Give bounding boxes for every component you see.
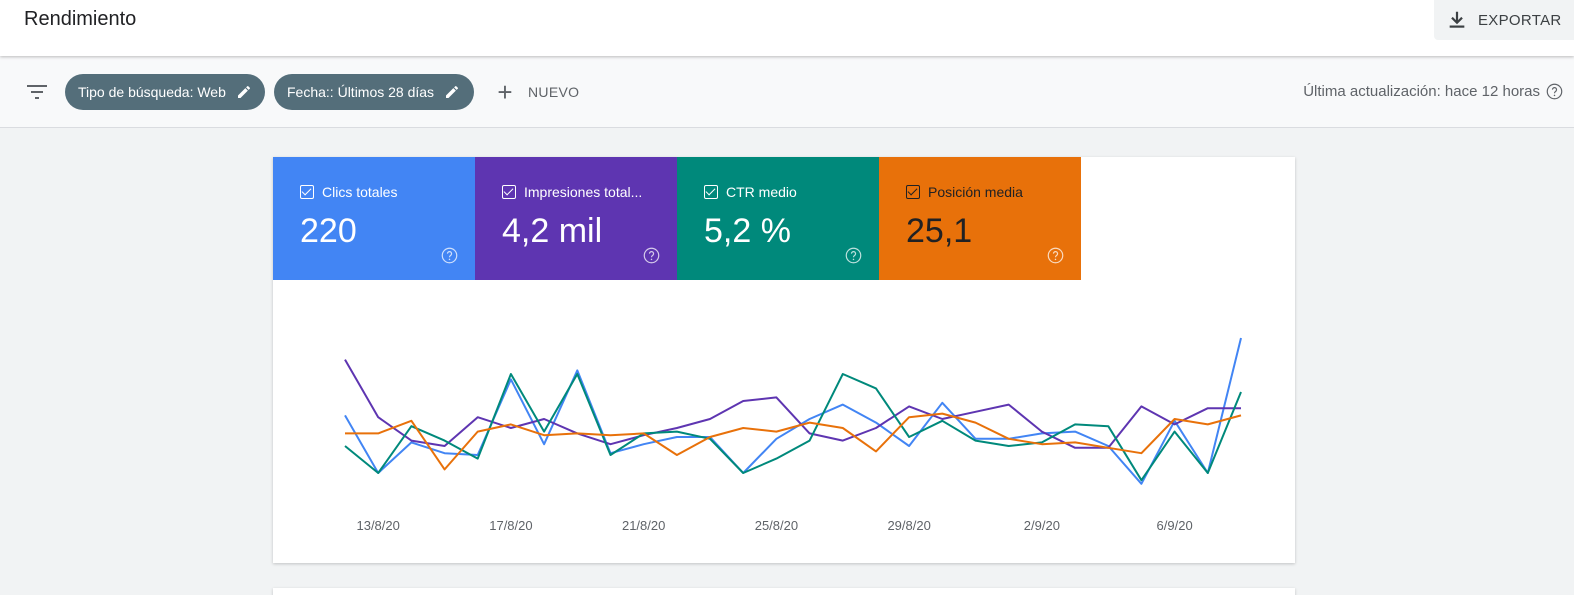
metric-label: Impresiones total...: [524, 184, 643, 200]
date-filter-chip[interactable]: Fecha:: Últimos 28 días: [274, 74, 474, 110]
export-label: EXPORTAR: [1478, 11, 1562, 29]
metric-label: Posición media: [928, 184, 1023, 200]
performance-card: Clics totales 220 Impresiones total... 4…: [273, 157, 1295, 563]
help-icon[interactable]: [1047, 247, 1064, 264]
x-tick-label: 2/9/20: [1024, 518, 1060, 533]
metric-tile-clicks[interactable]: Clics totales 220: [273, 157, 475, 280]
chip-label: Fecha:: Últimos 28 días: [287, 84, 435, 100]
export-button[interactable]: EXPORTAR: [1434, 0, 1574, 40]
metric-tile-impressions[interactable]: Impresiones total... 4,2 mil: [475, 157, 677, 280]
x-tick-label: 29/8/20: [887, 518, 930, 533]
search-type-filter-chip[interactable]: Tipo de búsqueda: Web: [65, 74, 265, 110]
series-line-clicks: [344, 337, 1242, 485]
metric-value: 5,2 %: [704, 212, 791, 250]
checkbox-icon[interactable]: [704, 185, 718, 199]
help-icon[interactable]: [845, 247, 862, 264]
x-tick-label: 25/8/20: [755, 518, 798, 533]
checkbox-icon[interactable]: [300, 185, 314, 199]
help-icon[interactable]: [441, 247, 458, 264]
x-tick-label: 17/8/20: [489, 518, 532, 533]
filter-bar: Tipo de búsqueda: Web Fecha:: Últimos 28…: [0, 56, 1574, 128]
x-tick-label: 21/8/20: [622, 518, 665, 533]
metric-value: 25,1: [906, 212, 973, 250]
filter-list-icon[interactable]: [25, 82, 49, 102]
performance-line-chart: 13/8/20 17/8/20 21/8/20 25/8/20 29/8/20 2/9/2…: [344, 337, 1242, 533]
x-tick-label: 6/9/20: [1157, 518, 1193, 533]
help-icon[interactable]: [1546, 83, 1563, 100]
last-update-text: Última actualización: hace 12 horas: [1303, 83, 1540, 100]
edit-icon: [446, 85, 459, 98]
series-line-position: [345, 412, 1242, 471]
series-line-impressions: [344, 359, 1241, 449]
metric-value: 220: [300, 212, 357, 250]
metric-value: 4,2 mil: [502, 212, 603, 250]
metric-tile-ctr[interactable]: CTR medio 5,2 %: [677, 157, 879, 280]
checkbox-icon[interactable]: [502, 185, 516, 199]
new-filter-button[interactable]: + NUEVO: [494, 78, 579, 106]
plus-icon: +: [497, 77, 513, 107]
new-filter-label: NUEVO: [528, 84, 580, 100]
checkbox-icon[interactable]: [906, 185, 920, 199]
series-line-ctr: [344, 373, 1242, 482]
metric-tile-position[interactable]: Posición media 25,1: [879, 157, 1081, 280]
download-icon: [1449, 11, 1465, 28]
edit-icon: [237, 85, 250, 98]
metric-label: Clics totales: [322, 184, 398, 200]
app-header: Rendimiento EXPORTAR: [0, 0, 1574, 56]
x-tick-label: 13/8/20: [356, 518, 399, 533]
page-title: Rendimiento: [24, 8, 137, 30]
help-icon[interactable]: [643, 247, 660, 264]
chip-label: Tipo de búsqueda: Web: [78, 84, 226, 100]
table-card: [273, 588, 1295, 595]
metric-label: CTR medio: [726, 184, 797, 200]
